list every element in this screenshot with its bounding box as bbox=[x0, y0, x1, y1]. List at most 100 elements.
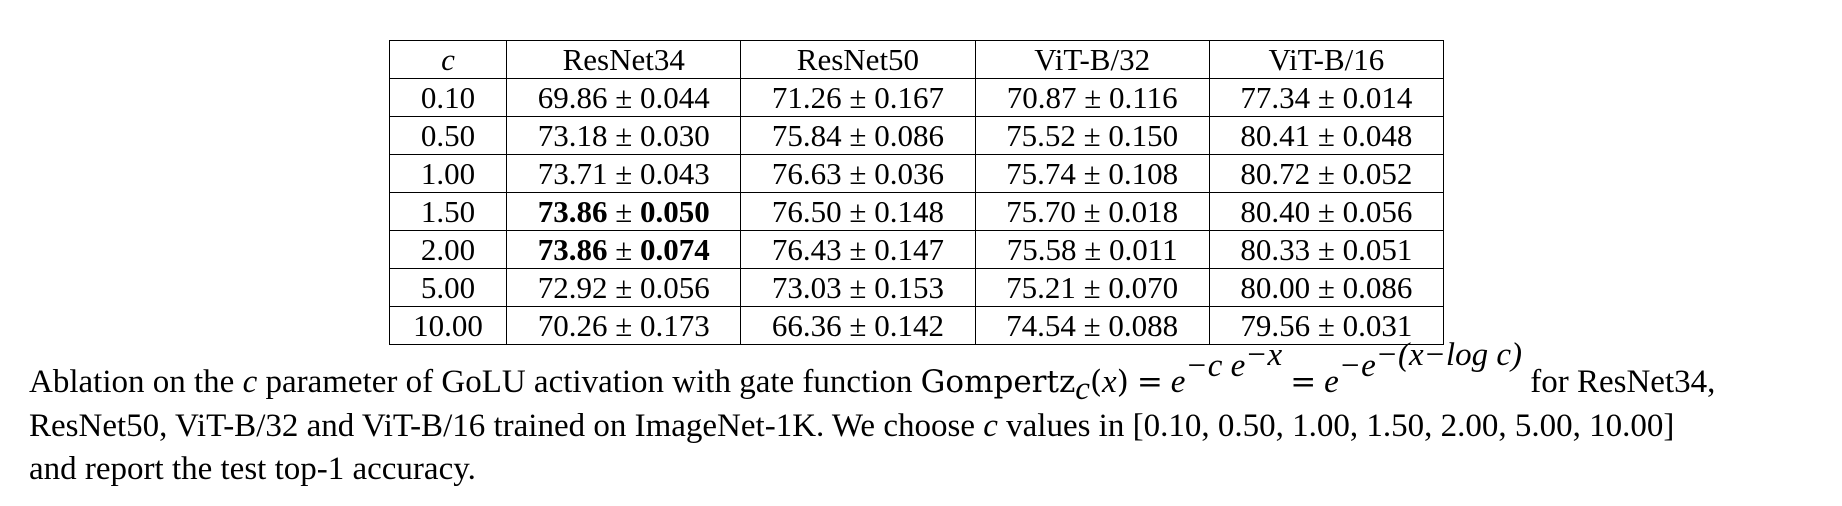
cell-accuracy: 69.86 ± 0.044 bbox=[506, 78, 742, 117]
pm-symbol: ± bbox=[1317, 79, 1335, 115]
cell-accuracy: 79.56 ± 0.031 bbox=[1208, 306, 1445, 345]
table-caption: Ablation on the c parameter of GoLU acti… bbox=[29, 339, 1819, 492]
accuracy-mean: 75.70 bbox=[1006, 193, 1076, 229]
caption-text: ResNet50, ViT-B/32 and ViT-B/16 trained … bbox=[29, 407, 984, 444]
accuracy-std: 0.167 bbox=[874, 79, 944, 115]
accuracy-mean: 76.63 bbox=[771, 155, 842, 191]
pm-symbol: ± bbox=[1317, 269, 1335, 305]
accuracy-mean: 75.74 bbox=[1006, 155, 1076, 191]
accuracy-std: 0.014 bbox=[1342, 79, 1413, 115]
pm-symbol: ± bbox=[615, 307, 633, 343]
accuracy-mean: 75.58 bbox=[1006, 231, 1077, 267]
accuracy-mean: 79.56 bbox=[1240, 307, 1311, 343]
pm-symbol: ± bbox=[1084, 79, 1102, 115]
accuracy-std: 0.116 bbox=[1108, 79, 1178, 115]
cell-accuracy: 76.50 ± 0.148 bbox=[740, 192, 976, 231]
caption-text: values in [0.10, 0.50, 1.00, 1.50, 2.00,… bbox=[997, 407, 1675, 444]
accuracy-std: 0.086 bbox=[1342, 269, 1413, 305]
accuracy-mean: 72.92 bbox=[537, 269, 608, 305]
pm-symbol: ± bbox=[849, 269, 867, 305]
caption-c-symbol: c bbox=[242, 364, 258, 400]
pm-symbol: ± bbox=[1317, 155, 1335, 191]
accuracy-mean: 75.84 bbox=[771, 117, 842, 153]
cell-accuracy: 75.70 ± 0.018 bbox=[974, 192, 1210, 231]
caption-line-2: ResNet50, ViT-B/32 and ViT-B/16 trained … bbox=[29, 405, 1819, 449]
accuracy-mean: 73.03 bbox=[771, 269, 842, 305]
pm-symbol: ± bbox=[615, 269, 633, 305]
accuracy-std: 0.153 bbox=[874, 269, 944, 305]
formula-arg: (x) bbox=[1089, 364, 1129, 400]
cell-accuracy: 80.33 ± 0.051 bbox=[1208, 230, 1445, 269]
accuracy-mean: 71.26 bbox=[771, 79, 842, 115]
cell-accuracy: 74.54 ± 0.088 bbox=[974, 306, 1210, 345]
accuracy-mean: 66.36 bbox=[771, 307, 842, 343]
formula-subscript: c bbox=[1075, 371, 1090, 407]
cell-accuracy: 80.40 ± 0.056 bbox=[1208, 192, 1445, 231]
cell-accuracy: 72.92 ± 0.056 bbox=[506, 268, 742, 307]
cell-accuracy: 71.26 ± 0.167 bbox=[740, 78, 976, 117]
accuracy-mean: 73.86 bbox=[537, 231, 608, 267]
accuracy-mean: 76.43 bbox=[771, 231, 842, 267]
header-resnet50: ResNet50 bbox=[740, 40, 976, 79]
accuracy-std: 0.088 bbox=[1108, 307, 1179, 343]
accuracy-mean: 80.41 bbox=[1240, 117, 1311, 153]
caption-text: for ResNet34, bbox=[1521, 364, 1716, 400]
accuracy-mean: 75.21 bbox=[1006, 269, 1076, 305]
cell-accuracy: 75.21 ± 0.070 bbox=[974, 268, 1210, 307]
header-resnet34: ResNet34 bbox=[506, 40, 742, 79]
accuracy-mean: 80.33 bbox=[1240, 231, 1311, 267]
accuracy-std: 0.056 bbox=[639, 269, 710, 305]
accuracy-mean: 80.00 bbox=[1240, 269, 1311, 305]
cell-c-value: 0.10 bbox=[388, 78, 508, 117]
accuracy-mean: 73.18 bbox=[537, 117, 608, 153]
pm-symbol: ± bbox=[849, 79, 867, 115]
cell-c-value: 5.00 bbox=[388, 268, 508, 307]
cell-accuracy: 73.86 ± 0.050 bbox=[506, 192, 742, 231]
pm-symbol: ± bbox=[615, 117, 633, 153]
cell-accuracy: 76.43 ± 0.147 bbox=[740, 230, 976, 269]
table-row: 0.50 73.18 ± 0.030 75.84 ± 0.086 75.52 ± 0.… bbox=[388, 116, 1445, 155]
table-header-row: c ResNet34 ResNet50 ViT-B/32 ViT-B/16 bbox=[388, 40, 1445, 79]
formula-exponent-2: −e−(x−log c) bbox=[1338, 337, 1522, 384]
pm-symbol: ± bbox=[615, 155, 633, 191]
cell-accuracy: 75.74 ± 0.108 bbox=[974, 154, 1210, 193]
pm-symbol: ± bbox=[849, 193, 867, 229]
gompertz-formula: Gompertzc(x) = e−c e−x= e−e−(x−log c) bbox=[920, 339, 1522, 406]
accuracy-mean: 75.52 bbox=[1006, 117, 1076, 153]
cell-accuracy: 73.86 ± 0.074 bbox=[506, 230, 742, 269]
header-vit-b16: ViT-B/16 bbox=[1208, 40, 1445, 79]
accuracy-std: 0.074 bbox=[639, 231, 710, 267]
pm-symbol: ± bbox=[1084, 231, 1102, 267]
pm-symbol: ± bbox=[1317, 193, 1335, 229]
accuracy-mean: 73.71 bbox=[537, 155, 608, 191]
pm-symbol: ± bbox=[615, 79, 633, 115]
accuracy-std: 0.044 bbox=[639, 79, 710, 115]
caption-c-symbol: c bbox=[983, 407, 998, 444]
accuracy-std: 0.043 bbox=[639, 155, 710, 191]
header-c: c bbox=[388, 40, 508, 79]
cell-accuracy: 80.41 ± 0.048 bbox=[1208, 116, 1445, 155]
cell-accuracy: 77.34 ± 0.014 bbox=[1208, 78, 1445, 117]
accuracy-mean: 69.86 bbox=[537, 79, 608, 115]
cell-accuracy: 73.18 ± 0.030 bbox=[506, 116, 742, 155]
cell-accuracy: 80.72 ± 0.052 bbox=[1208, 154, 1445, 193]
accuracy-mean: 80.72 bbox=[1240, 155, 1311, 191]
accuracy-std: 0.052 bbox=[1342, 155, 1413, 191]
cell-accuracy: 70.26 ± 0.173 bbox=[506, 306, 742, 345]
accuracy-std: 0.070 bbox=[1108, 269, 1179, 305]
cell-c-value: 1.00 bbox=[388, 154, 508, 193]
accuracy-std: 0.050 bbox=[639, 193, 710, 229]
table-body: 0.10 69.86 ± 0.044 71.26 ± 0.167 70.87 ± 0.… bbox=[388, 78, 1445, 345]
formula-equals: = bbox=[1136, 364, 1163, 400]
cell-c-value: 2.00 bbox=[388, 230, 508, 269]
pm-symbol: ± bbox=[849, 307, 867, 343]
pm-symbol: ± bbox=[849, 155, 867, 191]
caption-line-3: and report the test top-1 accuracy. bbox=[29, 451, 476, 487]
table-row: 1.00 73.71 ± 0.043 76.63 ± 0.036 75.74 ± 0.… bbox=[388, 154, 1445, 193]
accuracy-std: 0.056 bbox=[1342, 193, 1413, 229]
cell-accuracy: 75.58 ± 0.011 bbox=[974, 230, 1210, 269]
pm-symbol: ± bbox=[615, 193, 633, 229]
accuracy-std: 0.142 bbox=[874, 307, 944, 343]
accuracy-std: 0.031 bbox=[1342, 307, 1413, 343]
formula-func-name: Gompertz bbox=[920, 364, 1076, 400]
